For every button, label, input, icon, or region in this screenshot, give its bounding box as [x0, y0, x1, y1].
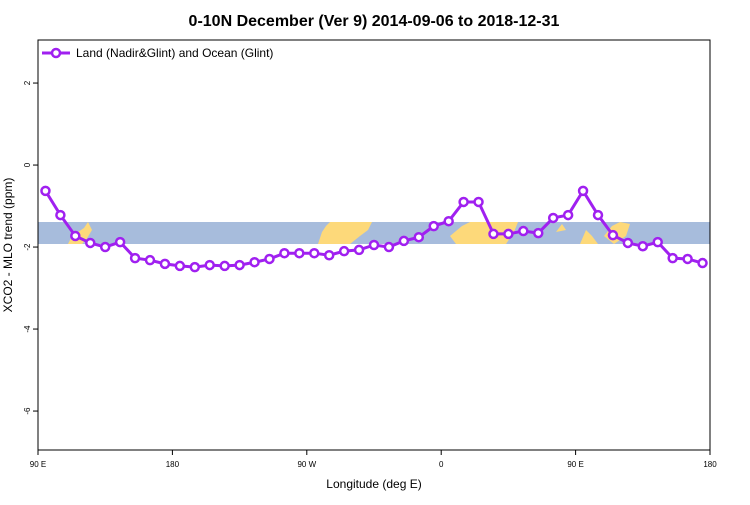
- x-axis-label: Longitude (deg E): [326, 477, 421, 491]
- plot-frame: [37, 39, 711, 451]
- data-point: [264, 253, 275, 265]
- data-point: [488, 228, 499, 240]
- data-point: [55, 209, 66, 221]
- data-point: [294, 247, 305, 259]
- data-point: [279, 247, 290, 259]
- data-point: [129, 252, 141, 264]
- data-point: [249, 256, 260, 268]
- y-axis-label: XCO2 - MLO trend (ppm): [1, 178, 15, 313]
- legend-label: Land (Nadir&Glint) and Ocean (Glint): [76, 46, 273, 60]
- data-point: [353, 244, 365, 256]
- data-point: [204, 259, 215, 271]
- data-point: [697, 257, 708, 269]
- chart-title: 0-10N December (Ver 9) 2014-09-06 to 201…: [189, 13, 560, 30]
- data-point: [503, 228, 514, 240]
- data-point: [533, 227, 544, 239]
- data-point: [85, 237, 96, 249]
- data-point: [428, 220, 439, 232]
- data-point: [323, 250, 335, 261]
- data-point: [338, 245, 350, 257]
- data-point: [219, 260, 230, 272]
- data-point: [577, 185, 589, 197]
- data-point: [309, 247, 320, 259]
- data-point: [562, 209, 574, 221]
- data-point: [592, 209, 604, 221]
- data-point: [607, 229, 619, 241]
- data-point: [144, 254, 156, 266]
- y-tick-label: -4: [23, 325, 32, 333]
- data-point: [667, 252, 678, 264]
- data-point: [682, 253, 693, 265]
- data-point: [622, 237, 634, 249]
- x-tick-label: 90 W: [297, 460, 316, 469]
- x-tick-label: 90 E: [30, 460, 46, 469]
- data-point: [458, 196, 469, 208]
- y-tick-label: 2: [23, 80, 32, 85]
- data-point: [652, 236, 663, 248]
- x-tick-label: 180: [703, 460, 717, 469]
- data-point: [114, 236, 126, 248]
- data-point: [637, 240, 649, 252]
- y-tick-label: 0: [23, 162, 32, 167]
- legend-marker: [50, 47, 62, 59]
- data-point: [189, 261, 201, 273]
- data-point: [174, 260, 186, 272]
- x-tick-label: 90 E: [567, 460, 583, 469]
- data-point: [40, 185, 51, 197]
- data-point: [547, 212, 559, 224]
- x-tick-label: 180: [166, 460, 180, 469]
- data-point: [234, 259, 245, 271]
- data-point: [159, 258, 171, 270]
- data-point: [398, 235, 410, 247]
- y-tick-label: -2: [23, 243, 32, 251]
- data-point: [70, 230, 81, 242]
- data-point: [383, 241, 395, 253]
- data-point: [99, 241, 111, 253]
- data-point: [473, 196, 484, 208]
- data-point: [413, 231, 425, 243]
- data-point: [368, 239, 380, 251]
- data-point: [443, 215, 454, 227]
- data-point: [518, 225, 529, 237]
- x-tick-label: 0: [439, 460, 444, 469]
- y-tick-label: -6: [23, 407, 32, 415]
